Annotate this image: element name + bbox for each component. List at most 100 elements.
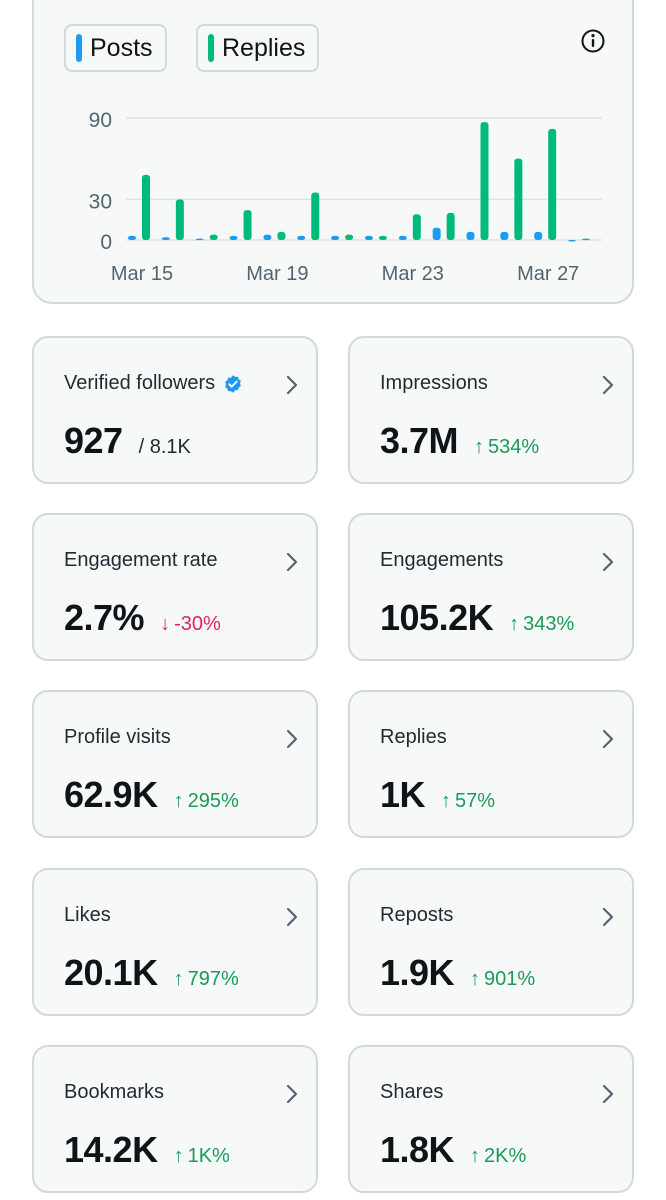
stat-value: 105.2K — [380, 597, 494, 638]
x-tick-label: Mar 23 — [382, 263, 444, 285]
stat-label: Verified followers — [64, 372, 243, 395]
stat-label-text: Verified followers — [64, 372, 216, 394]
stat-card-impressions[interactable]: Impressions 3.7M ↑ 534% — [348, 336, 634, 484]
stat-card-replies[interactable]: Replies 1K ↑ 57% — [348, 690, 634, 838]
stat-delta-text: 901% — [484, 968, 536, 990]
replies-bar — [209, 234, 218, 240]
stat-delta: ↑ 1K% — [174, 1145, 230, 1168]
replies-bar — [412, 214, 421, 240]
y-tick-label: 90 — [89, 109, 112, 132]
posts-bar — [398, 235, 407, 240]
chevron-right-icon[interactable] — [284, 374, 300, 396]
posts-swatch — [76, 34, 82, 62]
arrow-up-icon: ↑ — [173, 1145, 184, 1167]
stat-label-text: Impressions — [380, 372, 488, 394]
posts-bar — [534, 231, 543, 240]
chevron-right-icon[interactable] — [284, 728, 300, 750]
stat-value: 1.8K — [380, 1129, 455, 1170]
stat-label: Reposts — [380, 904, 453, 927]
arrow-down-icon: ↓ — [160, 613, 171, 635]
stat-card-bookmarks[interactable]: Bookmarks 14.2K ↑ 1K% — [32, 1045, 318, 1193]
stat-total: / 8.1K — [138, 436, 191, 458]
stat-delta-text: -30% — [174, 613, 221, 635]
stat-value: 62.9K — [64, 774, 158, 815]
chevron-right-icon[interactable] — [600, 728, 616, 750]
stat-value: 20.1K — [64, 952, 158, 993]
stat-label-text: Shares — [380, 1081, 444, 1103]
replies-bar — [548, 128, 557, 240]
x-tick-label: Mar 15 — [111, 263, 173, 285]
stat-value-row: 20.1K ↑ 797% — [64, 952, 239, 994]
stat-value-row: 62.9K ↑ 295% — [64, 774, 239, 816]
stat-card-reposts[interactable]: Reposts 1.9K ↑ 901% — [348, 868, 634, 1016]
stat-label-text: Profile visits — [64, 726, 171, 748]
stat-value: 14.2K — [64, 1129, 158, 1170]
stat-card-verified-followers[interactable]: Verified followers 927 / 8.1K — [32, 336, 318, 484]
info-icon[interactable] — [580, 28, 606, 54]
stat-delta-text: 343% — [523, 613, 575, 635]
arrow-up-icon: ↑ — [173, 790, 184, 812]
stat-delta: ↑ 295% — [174, 790, 239, 813]
chevron-right-icon[interactable] — [600, 906, 616, 928]
arrow-up-icon: ↑ — [474, 436, 485, 458]
stat-card-shares[interactable]: Shares 1.8K ↑ 2K% — [348, 1045, 634, 1193]
chevron-right-icon[interactable] — [600, 374, 616, 396]
stat-delta: ↑ 343% — [509, 613, 574, 636]
stat-label-text: Engagements — [380, 549, 504, 571]
stat-card-likes[interactable]: Likes 20.1K ↑ 797% — [32, 868, 318, 1016]
stat-delta: ↑ 797% — [174, 968, 239, 991]
y-tick-label: 0 — [100, 231, 112, 254]
replies-bar — [378, 235, 387, 240]
chevron-right-icon[interactable] — [600, 1083, 616, 1105]
stat-delta: ↑ 2K% — [470, 1145, 526, 1168]
stat-label-text: Bookmarks — [64, 1081, 165, 1103]
posts-bar — [331, 235, 340, 240]
stat-delta-text: 797% — [187, 968, 239, 990]
stat-delta-text: 1K% — [187, 1145, 230, 1167]
legend-posts-label: Posts — [90, 33, 153, 62]
stat-value-row: 1K ↑ 57% — [380, 774, 495, 816]
stat-label-text: Replies — [380, 726, 447, 748]
stat-value-row: 3.7M ↑ 534% — [380, 420, 539, 462]
chevron-right-icon[interactable] — [284, 906, 300, 928]
chevron-right-icon[interactable] — [600, 551, 616, 573]
stat-delta-text: 295% — [187, 790, 239, 812]
stat-label: Replies — [380, 726, 447, 749]
stat-label: Impressions — [380, 372, 488, 395]
x-tick-label: Mar 19 — [246, 263, 308, 285]
chevron-right-icon[interactable] — [284, 551, 300, 573]
stat-card-profile-visits[interactable]: Profile visits 62.9K ↑ 295% — [32, 690, 318, 838]
stat-delta-text: 57% — [455, 790, 496, 812]
replies-bar — [277, 231, 286, 240]
posts-bar — [432, 227, 441, 240]
stat-value-row: 927 / 8.1K — [64, 420, 191, 462]
chevron-right-icon[interactable] — [284, 1083, 300, 1105]
posts-bar — [297, 235, 306, 240]
posts-bar — [500, 231, 509, 240]
stat-value: 1K — [380, 774, 426, 815]
x-tick-label: Mar 27 — [517, 263, 579, 285]
verified-badge-icon — [225, 374, 242, 393]
replies-bar — [514, 158, 523, 240]
stat-label: Shares — [380, 1081, 443, 1104]
stat-delta: ↑ 57% — [441, 790, 495, 813]
stat-value: 1.9K — [380, 952, 455, 993]
stat-card-engagement-rate[interactable]: Engagement rate 2.7% ↓ -30% — [32, 513, 318, 661]
legend-replies-toggle[interactable]: Replies — [196, 24, 320, 72]
stat-delta-text: 2K% — [484, 1145, 527, 1167]
legend-replies-label: Replies — [222, 33, 306, 62]
stat-label: Engagement rate — [64, 549, 217, 572]
stat-value: 3.7M — [380, 420, 459, 461]
arrow-up-icon: ↑ — [470, 1145, 481, 1167]
replies-bar — [345, 234, 354, 240]
posts-bar — [466, 231, 475, 240]
posts-bar — [161, 237, 170, 240]
stat-value: 2.7% — [64, 597, 145, 638]
stat-delta-text: 534% — [488, 436, 540, 458]
stat-label: Likes — [64, 904, 111, 927]
y-tick-label: 30 — [89, 190, 112, 213]
legend-posts-toggle[interactable]: Posts — [64, 24, 167, 72]
stat-value-row: 105.2K ↑ 343% — [380, 597, 574, 639]
stat-card-engagements[interactable]: Engagements 105.2K ↑ 343% — [348, 513, 634, 661]
arrow-up-icon: ↑ — [509, 613, 520, 635]
